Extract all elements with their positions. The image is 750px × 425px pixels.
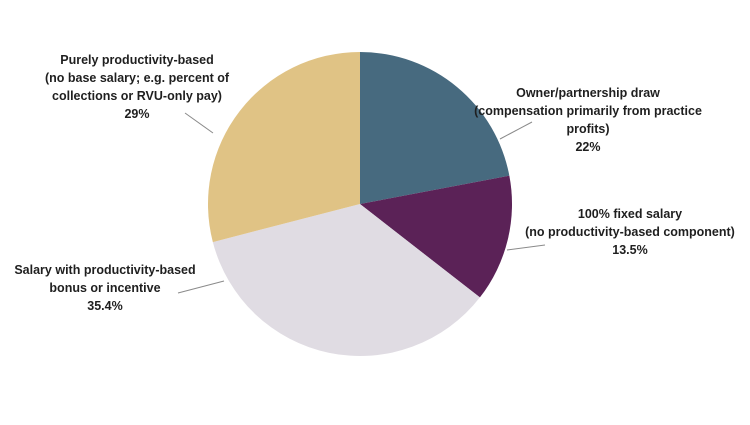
- pie-slice-2: [212, 204, 480, 357]
- slice-value-label-0: 22%: [575, 140, 600, 154]
- slice-value-label-3: 29%: [124, 107, 149, 121]
- slice-label-2: Salary with productivity-based bonus or i…: [14, 263, 195, 313]
- slice-label-line-1-1: (no productivity-based component): [525, 225, 735, 239]
- slice-label-3: Purely productivity-based (no base salary…: [45, 53, 230, 121]
- slice-label-line-2-0: Salary with productivity-based: [14, 263, 195, 277]
- leader-line-0: [499, 121, 533, 140]
- pie-slice-3: [207, 51, 360, 243]
- slice-label-line-3-2: collections or RVU-only pay): [52, 89, 222, 103]
- slice-label-1: 100% fixed salary (no productivity-based …: [525, 207, 735, 257]
- slice-value-label-2: 35.4%: [87, 299, 122, 313]
- slice-label-line-1-0: 100% fixed salary: [578, 207, 682, 221]
- pie-slice-0: [360, 52, 510, 204]
- slice-label-line-2-1: bonus or incentive: [49, 281, 160, 295]
- leader-line-2: [177, 280, 225, 294]
- slice-label-line-0-0: Owner/partnership draw: [516, 86, 660, 100]
- slice-label-line-3-0: Purely productivity-based: [60, 53, 214, 67]
- slice-label-line-0-1: (compensation primarily from practice: [474, 104, 702, 118]
- leader-line-3: [184, 112, 214, 134]
- leader-line-1: [506, 244, 546, 251]
- slice-label-line-3-1: (no base salary; e.g. percent of: [45, 71, 230, 85]
- slice-value-label-1: 13.5%: [612, 243, 647, 257]
- slice-label-line-0-2: profits): [566, 122, 609, 136]
- pie-slice-1: [360, 175, 513, 298]
- slice-label-0: Owner/partnership draw (compensation prim…: [474, 86, 702, 154]
